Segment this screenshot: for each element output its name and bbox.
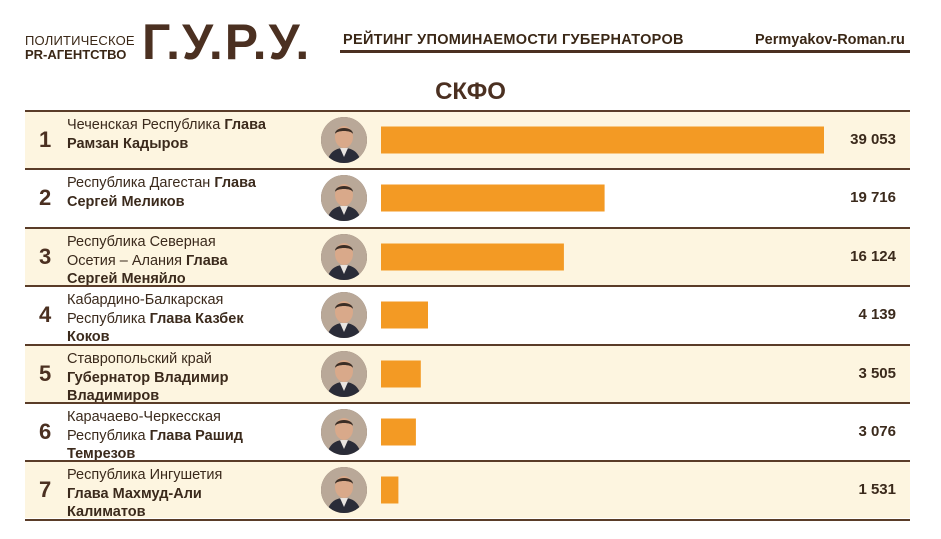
table-row: 3 Республика Северная Осетия – Алания Гла… xyxy=(25,227,910,287)
governor-title: Глава Рашид Темрезов xyxy=(67,427,243,463)
header-divider xyxy=(340,50,910,53)
rank-number: 6 xyxy=(39,419,52,444)
governor-name: Республика Северная Осетия – Алания Глав… xyxy=(67,233,267,289)
governor-name: Ставропольский край Губернатор Владимир … xyxy=(67,350,267,406)
mention-count: 3 076 xyxy=(858,423,896,440)
governor-title: Глава Сергей Меняйло xyxy=(67,252,228,288)
mention-count: 19 716 xyxy=(850,189,896,206)
governor-title: Глава Махмуд-Али Калиматов xyxy=(67,485,202,521)
region-name: Карачаево-Черкесская Республика xyxy=(67,409,221,444)
mention-count: 4 139 xyxy=(858,306,896,323)
agency-label-secondary: PR-АГЕНТСТВО xyxy=(25,47,127,62)
rank-number: 4 xyxy=(39,302,52,327)
rank-number: 2 xyxy=(39,185,52,210)
mention-count: 39 053 xyxy=(850,131,896,148)
governor-title: Глава Рамзан Кадыров xyxy=(67,117,266,152)
region-name: Чеченская Республика xyxy=(67,117,221,133)
governor-name: Республика Ингушетия Глава Махмуд-Али Ка… xyxy=(67,466,267,522)
chart-title: СКФО xyxy=(435,78,506,105)
table-row: 5 Ставропольский край Губернатор Владимир… xyxy=(25,344,910,404)
governor-title: Глава Сергей Меликов xyxy=(67,175,256,210)
governor-name: Чеченская Республика Глава Рамзан Кадыро… xyxy=(67,116,267,153)
region-name: Республика Ингушетия xyxy=(67,467,223,483)
governor-photo xyxy=(321,351,367,397)
rank-number: 5 xyxy=(39,361,52,386)
table-row: 7 Республика Ингушетия Глава Махмуд-Али К… xyxy=(25,460,910,520)
table-row: 2 Республика Дагестан Глава Сергей Мелико… xyxy=(25,168,910,226)
governor-name: Республика Дагестан Глава Сергей Меликов xyxy=(67,174,267,211)
rating-subtitle: РЕЙТИНГ УПОМИНАЕМОСТИ ГУБЕРНАТОРОВ xyxy=(343,32,684,48)
agency-label: ПОЛИТИЧЕСКОЕ xyxy=(25,33,135,48)
site-link[interactable]: Permyakov-Roman.ru xyxy=(755,32,905,48)
table-bottom-rule xyxy=(25,519,910,521)
mention-count: 3 505 xyxy=(858,365,896,382)
rank-number: 7 xyxy=(39,477,52,502)
mention-count: 1 531 xyxy=(858,481,896,498)
governor-title: Губернатор Владимир Владимиров xyxy=(67,369,229,405)
region-name: Ставропольский край xyxy=(67,351,212,367)
governor-photo xyxy=(321,117,367,163)
guru-logo: Г.У.Р.У. xyxy=(142,14,312,70)
governor-photo xyxy=(321,467,367,513)
governor-photo xyxy=(321,234,367,280)
governor-photo xyxy=(321,175,367,221)
mention-count: 16 124 xyxy=(850,248,896,265)
table-row: 4 Кабардино-Балкарская Республика Глава К… xyxy=(25,285,910,345)
header: ПОЛИТИЧЕСКОЕ PR-АГЕНТСТВО Г.У.Р.У. РЕЙТИ… xyxy=(0,0,941,80)
region-name: Республика Северная Осетия – Алания xyxy=(67,234,216,269)
governor-photo xyxy=(321,409,367,455)
rank-number: 1 xyxy=(39,127,52,152)
table-row: 1 Чеченская Республика Глава Рамзан Кадыр… xyxy=(25,110,910,168)
governor-photo xyxy=(321,292,367,338)
governor-title: Глава Казбек Коков xyxy=(67,310,244,346)
governor-name: Кабардино-Балкарская Республика Глава Ка… xyxy=(67,291,267,347)
region-name: Республика Дагестан xyxy=(67,175,211,191)
governor-name: Карачаево-Черкесская Республика Глава Ра… xyxy=(67,408,267,464)
table-row: 6 Карачаево-Черкесская Республика Глава Р… xyxy=(25,402,910,462)
rank-number: 3 xyxy=(39,244,52,269)
region-name: Кабардино-Балкарская Республика xyxy=(67,292,224,327)
